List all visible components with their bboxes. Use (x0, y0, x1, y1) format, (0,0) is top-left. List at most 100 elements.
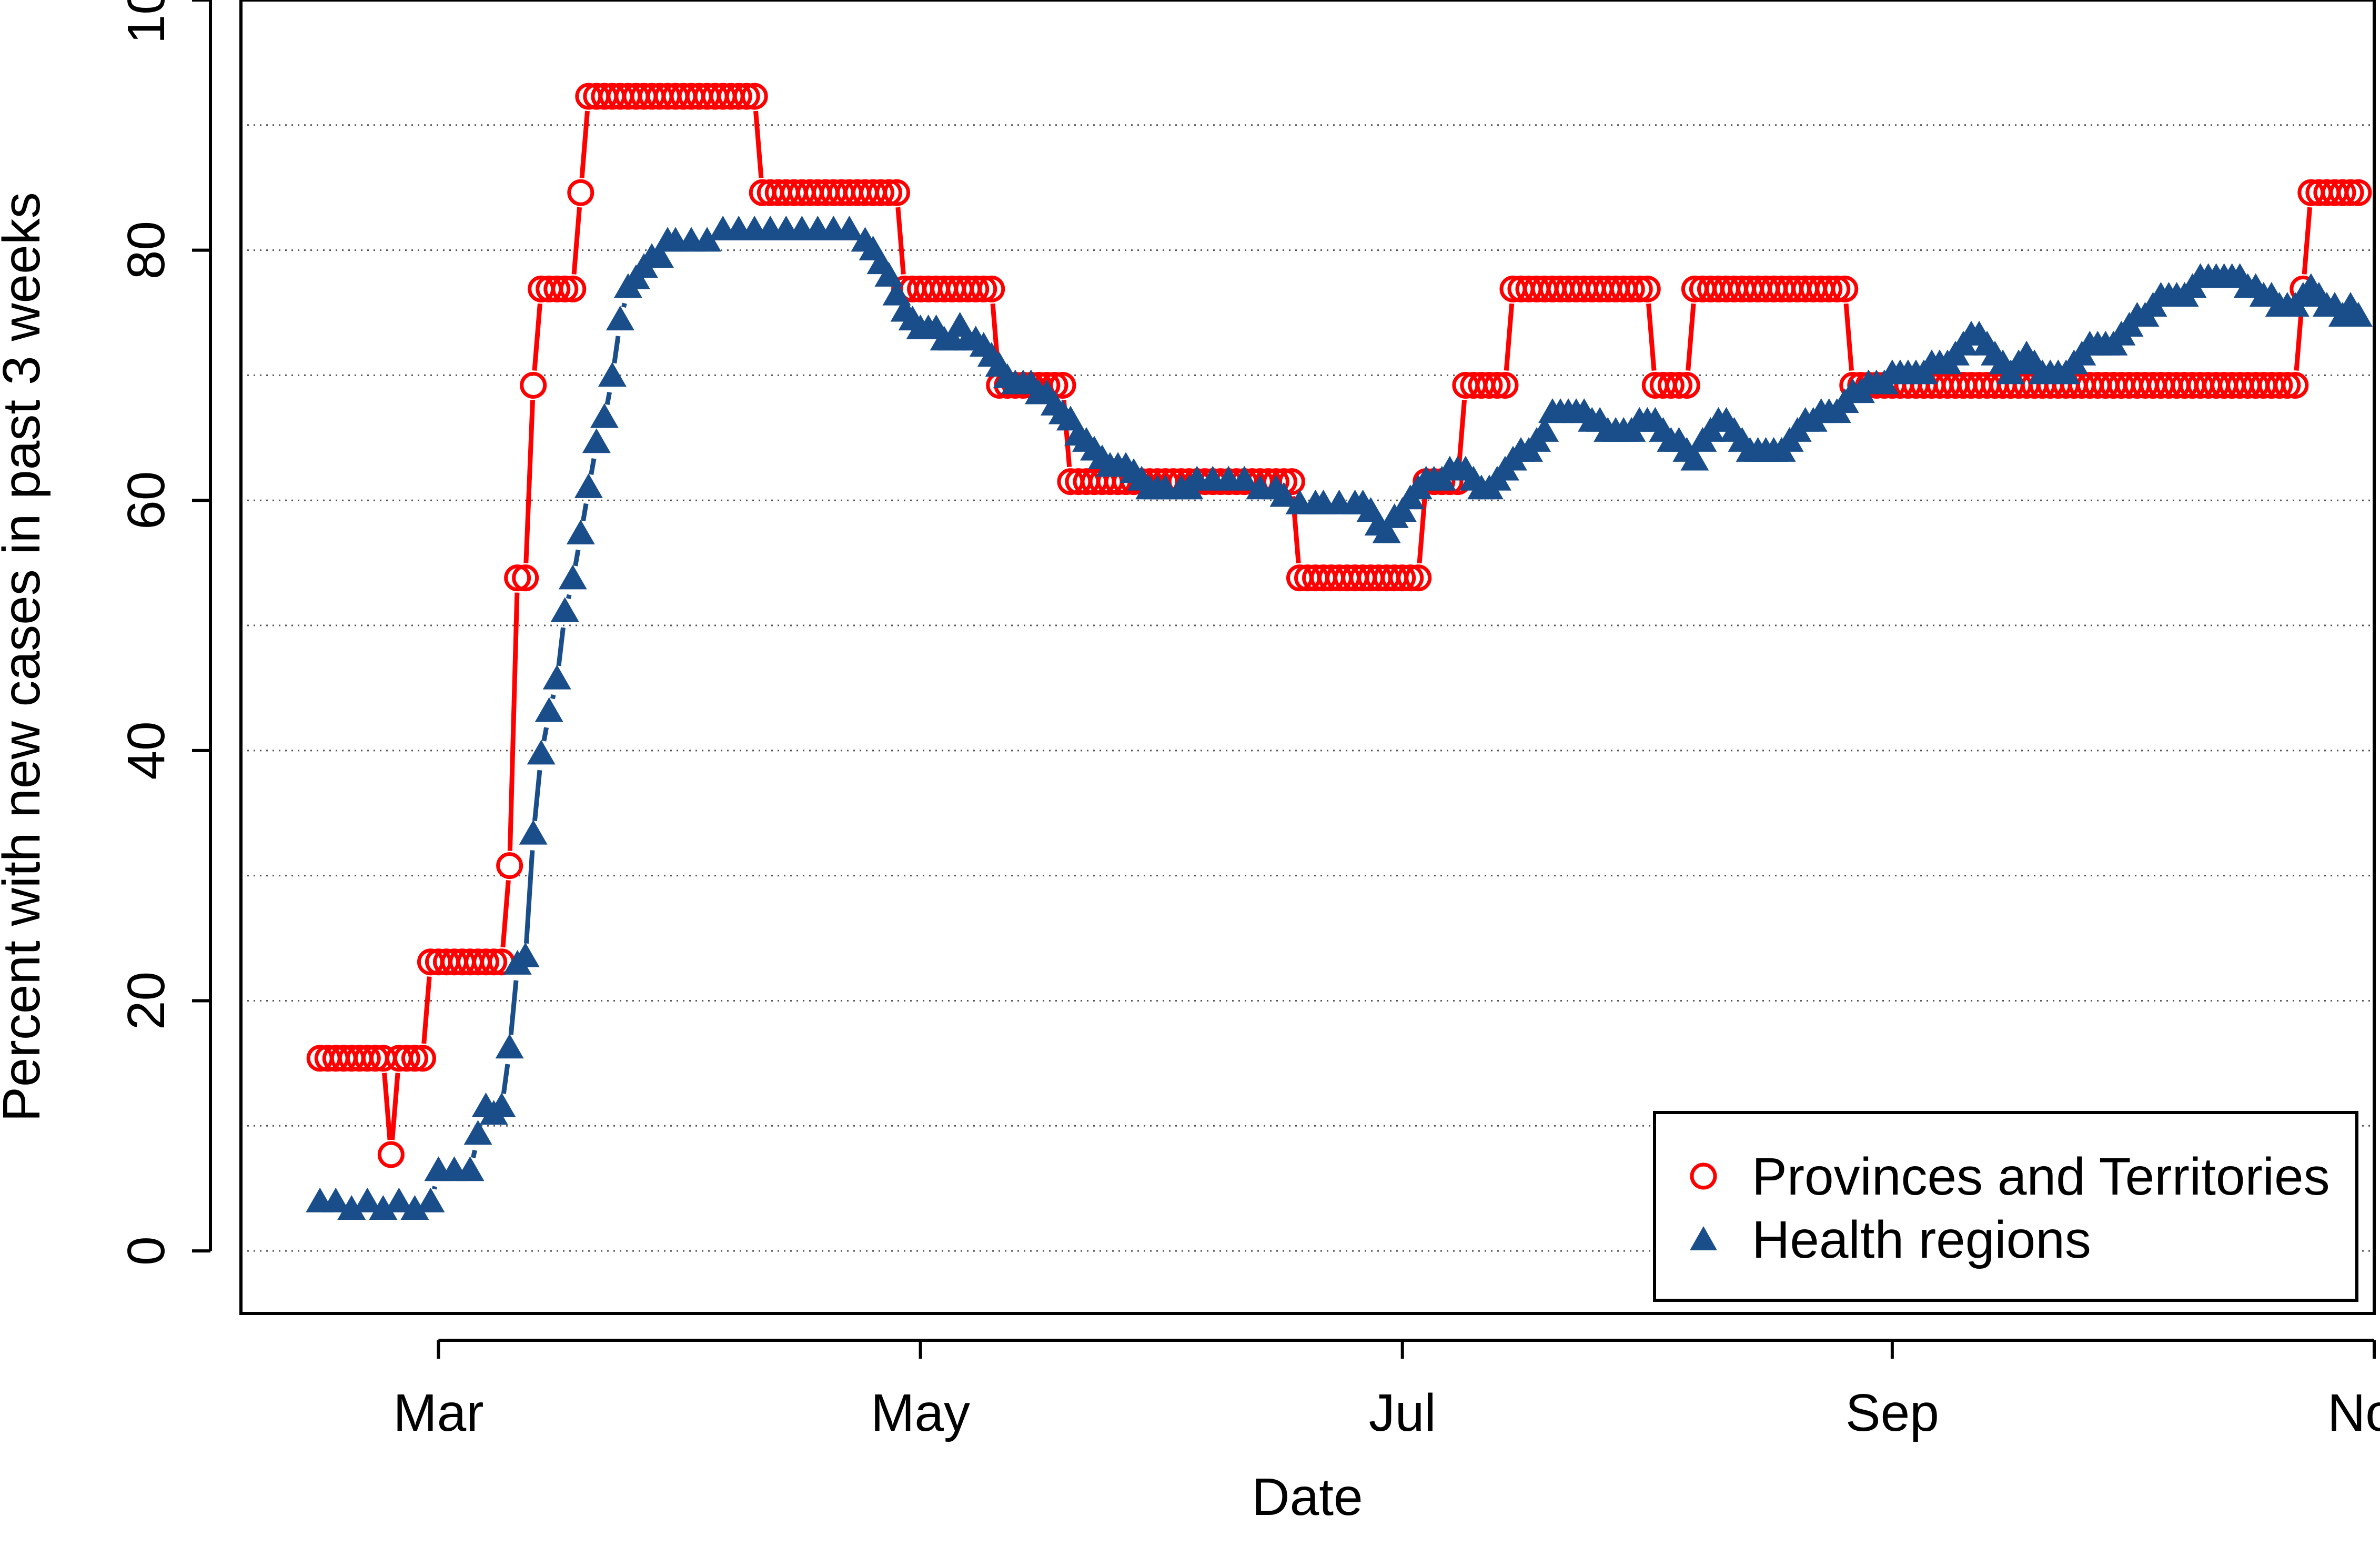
provinces-point (1816, 275, 1843, 302)
provinces-point (1491, 371, 1519, 399)
health-regions-segment (550, 694, 556, 700)
provinces-segment (1646, 303, 1657, 371)
health-regions-point (535, 697, 563, 722)
health-regions-point (511, 942, 540, 967)
provinces-point (1389, 564, 1416, 592)
provinces-point (962, 275, 990, 302)
health-regions-point (1269, 482, 1298, 507)
legend-marker-health-regions (1690, 1226, 1717, 1250)
provinces-segment (1504, 303, 1515, 371)
health-regions-point (582, 428, 611, 453)
health-regions-point (495, 1034, 524, 1059)
health-regions-point (874, 261, 903, 287)
provinces-point (1823, 275, 1851, 302)
provinces-point (1633, 275, 1661, 302)
health-regions-segment (541, 727, 549, 742)
provinces-segment (571, 207, 582, 275)
health-regions-point (558, 564, 587, 590)
provinces-point (504, 564, 531, 592)
x-tick-label-nov: Nov (2327, 1383, 2380, 1442)
provinces-segment (2302, 207, 2313, 275)
provinces-point (725, 83, 752, 110)
provinces-point (480, 948, 508, 976)
provinces-segment (532, 303, 542, 371)
y-tick-label-100: 100 (117, 0, 176, 44)
provinces-point (741, 83, 768, 110)
health-regions-point (519, 820, 548, 845)
legend-label-provinces: Provinces and Territories (1752, 1147, 2330, 1206)
provinces-point (868, 179, 894, 206)
provinces-point (496, 852, 523, 879)
provinces-point (2266, 371, 2293, 399)
health-regions-point (566, 519, 595, 544)
axes: 0 20 40 60 80 100 Mar May Jul Sep Nov (117, 0, 2380, 1442)
health-regions-point (1530, 417, 1559, 442)
x-tick-label-mar: Mar (393, 1383, 483, 1442)
health-regions-segment (589, 458, 597, 476)
health-regions-segment (508, 980, 519, 1035)
provinces-point (2337, 179, 2364, 206)
health-regions-segment (573, 549, 581, 567)
health-regions-point (416, 1187, 445, 1212)
provinces-point (567, 179, 594, 206)
health-regions-point (337, 1195, 366, 1220)
provinces-segment (1456, 399, 1467, 468)
health-regions-point (2344, 302, 2373, 327)
provinces-point (520, 371, 547, 399)
legend-marker-provinces (1690, 1162, 1717, 1190)
provinces-point (1397, 564, 1424, 592)
health-regions-point (1230, 466, 1259, 491)
health-regions-segment (556, 627, 566, 666)
health-regions-point (693, 227, 722, 252)
provinces-point (1049, 371, 1076, 399)
provinces-point (1618, 275, 1645, 302)
provinces-point (2282, 371, 2309, 399)
health-regions-point (835, 215, 864, 240)
health-regions-point (1388, 497, 1417, 522)
provinces-point (970, 275, 997, 302)
health-regions-segment (501, 1064, 510, 1094)
provinces-segment (500, 880, 511, 948)
health-regions-segment (604, 391, 612, 406)
provinces-point (393, 1045, 420, 1072)
health-regions-point (590, 403, 619, 428)
provinces-segment (753, 110, 764, 178)
health-regions-segment (431, 1186, 437, 1190)
x-tick-label-jul: Jul (1369, 1383, 1436, 1442)
provinces-segment (1417, 496, 1427, 564)
health-regions-point (463, 1120, 492, 1145)
provinces-point (978, 275, 1005, 302)
health-regions-segment (581, 503, 589, 521)
provinces-point (512, 564, 539, 592)
provinces-point (472, 948, 500, 976)
provinces-point (1405, 564, 1432, 592)
health-regions-segment (612, 336, 621, 364)
health-regions-point (598, 362, 627, 387)
provinces-point (2345, 179, 2372, 206)
provinces-segment (579, 110, 590, 178)
provinces-point (377, 1141, 405, 1168)
health-regions-point (542, 664, 571, 690)
provinces-segment (390, 1073, 400, 1140)
health-regions-segment (471, 1149, 477, 1158)
provinces-point (875, 179, 903, 206)
provinces-segment (895, 207, 906, 275)
legend-box (1653, 1111, 2358, 1302)
provinces-segment (523, 400, 536, 563)
x-axis-label: Date (1252, 1468, 1363, 1526)
provinces-point (1278, 468, 1305, 496)
y-axis-label: Percent with new cases in past 3 weeks (0, 192, 51, 1122)
health-regions-point (456, 1156, 485, 1181)
provinces-point (2329, 179, 2356, 206)
provinces-point (2274, 371, 2301, 399)
provinces-point (401, 1045, 428, 1072)
provinces-point (1484, 371, 1511, 399)
plot-frame (239, 0, 2376, 1315)
health-regions-point (527, 740, 556, 765)
health-regions-point (550, 597, 579, 622)
y-tick-label-0: 0 (117, 1236, 176, 1266)
health-regions-point (1680, 446, 1709, 471)
provinces-point (409, 1045, 436, 1072)
provinces-point (1657, 371, 1685, 399)
legend: Provinces and Territories Health regions (1653, 1111, 2358, 1302)
